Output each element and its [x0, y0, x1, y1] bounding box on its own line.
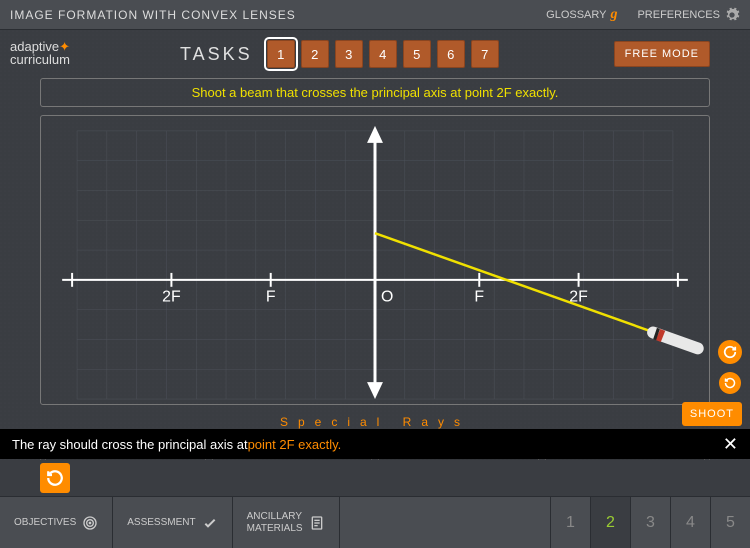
- feedback-highlight: point 2F exactly.: [248, 437, 342, 452]
- objectives-button[interactable]: OBJECTIVES: [0, 497, 113, 548]
- brand-logo: adaptive✦ curriculum: [10, 40, 70, 66]
- logo-line2: curriculum: [10, 52, 70, 67]
- special-rays-label: Special Rays: [0, 415, 750, 429]
- ancillary-button[interactable]: ANCILLARY MATERIALS: [233, 497, 340, 548]
- rotate-cw-icon: [723, 345, 737, 359]
- feedback-prefix: The ray should cross the principal axis …: [12, 437, 248, 452]
- page-2[interactable]: 2: [590, 497, 630, 548]
- header-actions: GLOSSARY g PREFERENCES: [546, 7, 740, 23]
- assessment-label: ASSESSMENT: [127, 517, 195, 528]
- check-icon: [202, 515, 218, 531]
- target-icon: [82, 515, 98, 531]
- svg-text:2F: 2F: [162, 289, 181, 306]
- reset-row: [0, 460, 750, 496]
- task-button-3[interactable]: 3: [335, 40, 363, 68]
- rotate-cw-button[interactable]: [718, 340, 742, 364]
- assessment-button[interactable]: ASSESSMENT: [113, 497, 232, 548]
- main-canvas-area: adaptive✦ curriculum TASKS 1234567 FREE …: [0, 30, 750, 460]
- task-button-1[interactable]: 1: [267, 40, 295, 68]
- document-icon: [309, 515, 325, 531]
- page-3[interactable]: 3: [630, 497, 670, 548]
- glossary-icon: g: [610, 7, 617, 23]
- preferences-link[interactable]: PREFERENCES: [637, 7, 740, 23]
- rotate-ccw-button[interactable]: [719, 372, 741, 394]
- optics-svg: 2FFOF2F: [41, 116, 709, 404]
- footer-pages: 12345: [550, 497, 750, 548]
- gear-icon: [724, 7, 740, 23]
- instruction-bar: Shoot a beam that crosses the principal …: [40, 78, 710, 107]
- ancillary-label: ANCILLARY MATERIALS: [247, 511, 303, 535]
- svg-text:F: F: [266, 289, 276, 306]
- page-5[interactable]: 5: [710, 497, 750, 548]
- task-button-5[interactable]: 5: [403, 40, 431, 68]
- rotate-controls: [718, 340, 742, 394]
- objectives-label: OBJECTIVES: [14, 517, 76, 528]
- svg-text:F: F: [474, 289, 484, 306]
- footer-nav: OBJECTIVES ASSESSMENT ANCILLARY MATERIAL…: [0, 496, 750, 548]
- task-button-2[interactable]: 2: [301, 40, 329, 68]
- close-icon[interactable]: ✕: [723, 434, 738, 455]
- rotate-ccw-icon: [724, 377, 736, 389]
- task-buttons-container: 1234567: [267, 40, 499, 68]
- task-button-6[interactable]: 6: [437, 40, 465, 68]
- page-1[interactable]: 1: [550, 497, 590, 548]
- feedback-bar: The ray should cross the principal axis …: [0, 429, 750, 459]
- tasks-row: TASKS 1234567 FREE MODE: [180, 40, 710, 68]
- optics-canvas[interactable]: 2FFOF2F: [40, 115, 710, 405]
- task-button-7[interactable]: 7: [471, 40, 499, 68]
- reset-icon: [46, 469, 64, 487]
- preferences-label: PREFERENCES: [637, 9, 720, 21]
- svg-text:O: O: [381, 289, 393, 306]
- page-4[interactable]: 4: [670, 497, 710, 548]
- task-button-4[interactable]: 4: [369, 40, 397, 68]
- app-header: IMAGE FORMATION WITH CONVEX LENSES GLOSS…: [0, 0, 750, 30]
- page-title: IMAGE FORMATION WITH CONVEX LENSES: [10, 8, 546, 22]
- tasks-label: TASKS: [180, 44, 253, 65]
- glossary-link[interactable]: GLOSSARY g: [546, 7, 617, 23]
- glossary-label: GLOSSARY: [546, 9, 606, 21]
- free-mode-button[interactable]: FREE MODE: [614, 41, 710, 67]
- reset-button[interactable]: [40, 463, 70, 493]
